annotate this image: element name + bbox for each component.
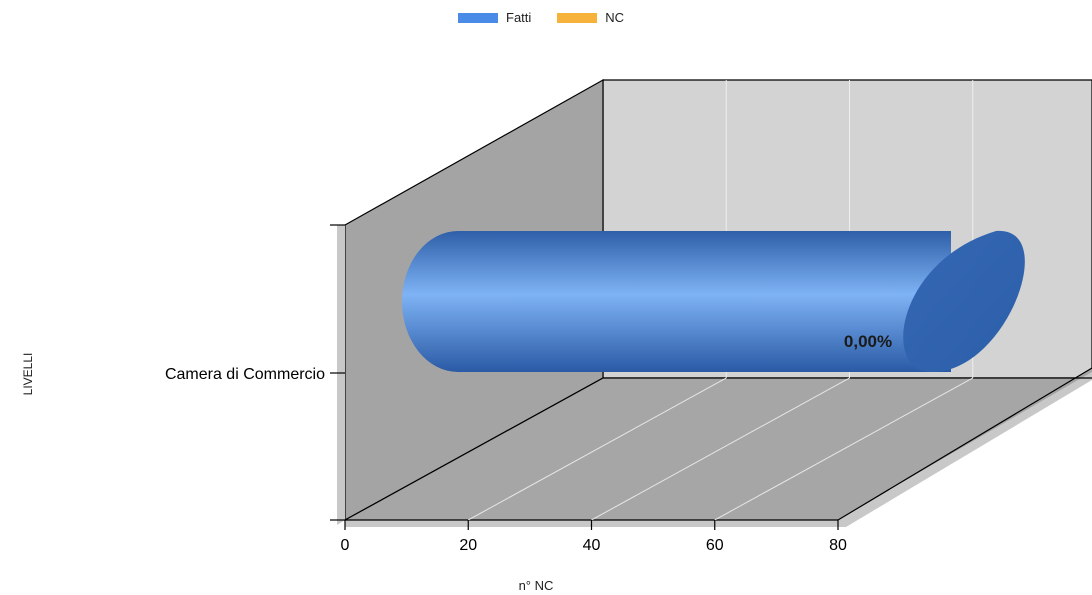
legend-label-fatti: Fatti: [506, 10, 532, 25]
x-axis-tick-label: 0: [341, 537, 350, 554]
bar-data-label: 0,00%: [844, 332, 892, 351]
floor-gridline: [468, 377, 727, 521]
bar-fatti-camera-di-commercio: [402, 231, 951, 372]
chart-bars: 0,00%: [402, 230, 1025, 373]
floor-gridline: [714, 377, 973, 521]
floor-gridline: [591, 377, 850, 521]
y-axis-label: LIVELLI: [21, 352, 35, 396]
chart-floor-full: [345, 368, 1092, 520]
bar-fatti-end-cap: [903, 230, 1025, 373]
legend-swatch-fatti: [458, 12, 498, 23]
y-axis-category-label: Camera di Commercio: [165, 366, 325, 383]
legend-item-nc: NC: [557, 10, 624, 25]
chart-legend: Fatti NC: [458, 10, 650, 25]
chart-left-wall-shadow: [337, 225, 345, 525]
x-axis-tick-label: 40: [583, 537, 601, 554]
legend-swatch-nc: [557, 12, 598, 23]
x-axis-tick-label: 80: [829, 537, 847, 554]
x-axis-tick-label: 60: [706, 537, 724, 554]
x-axis-ticks: 0 20 40 60 80: [341, 520, 847, 554]
legend-label-nc: NC: [605, 10, 625, 25]
x-axis-tick-label: 20: [459, 537, 477, 554]
legend-item-fatti: Fatti: [458, 10, 531, 25]
x-axis-label: n° NC: [518, 578, 554, 593]
chart-floor-shadow: [345, 372, 1092, 527]
